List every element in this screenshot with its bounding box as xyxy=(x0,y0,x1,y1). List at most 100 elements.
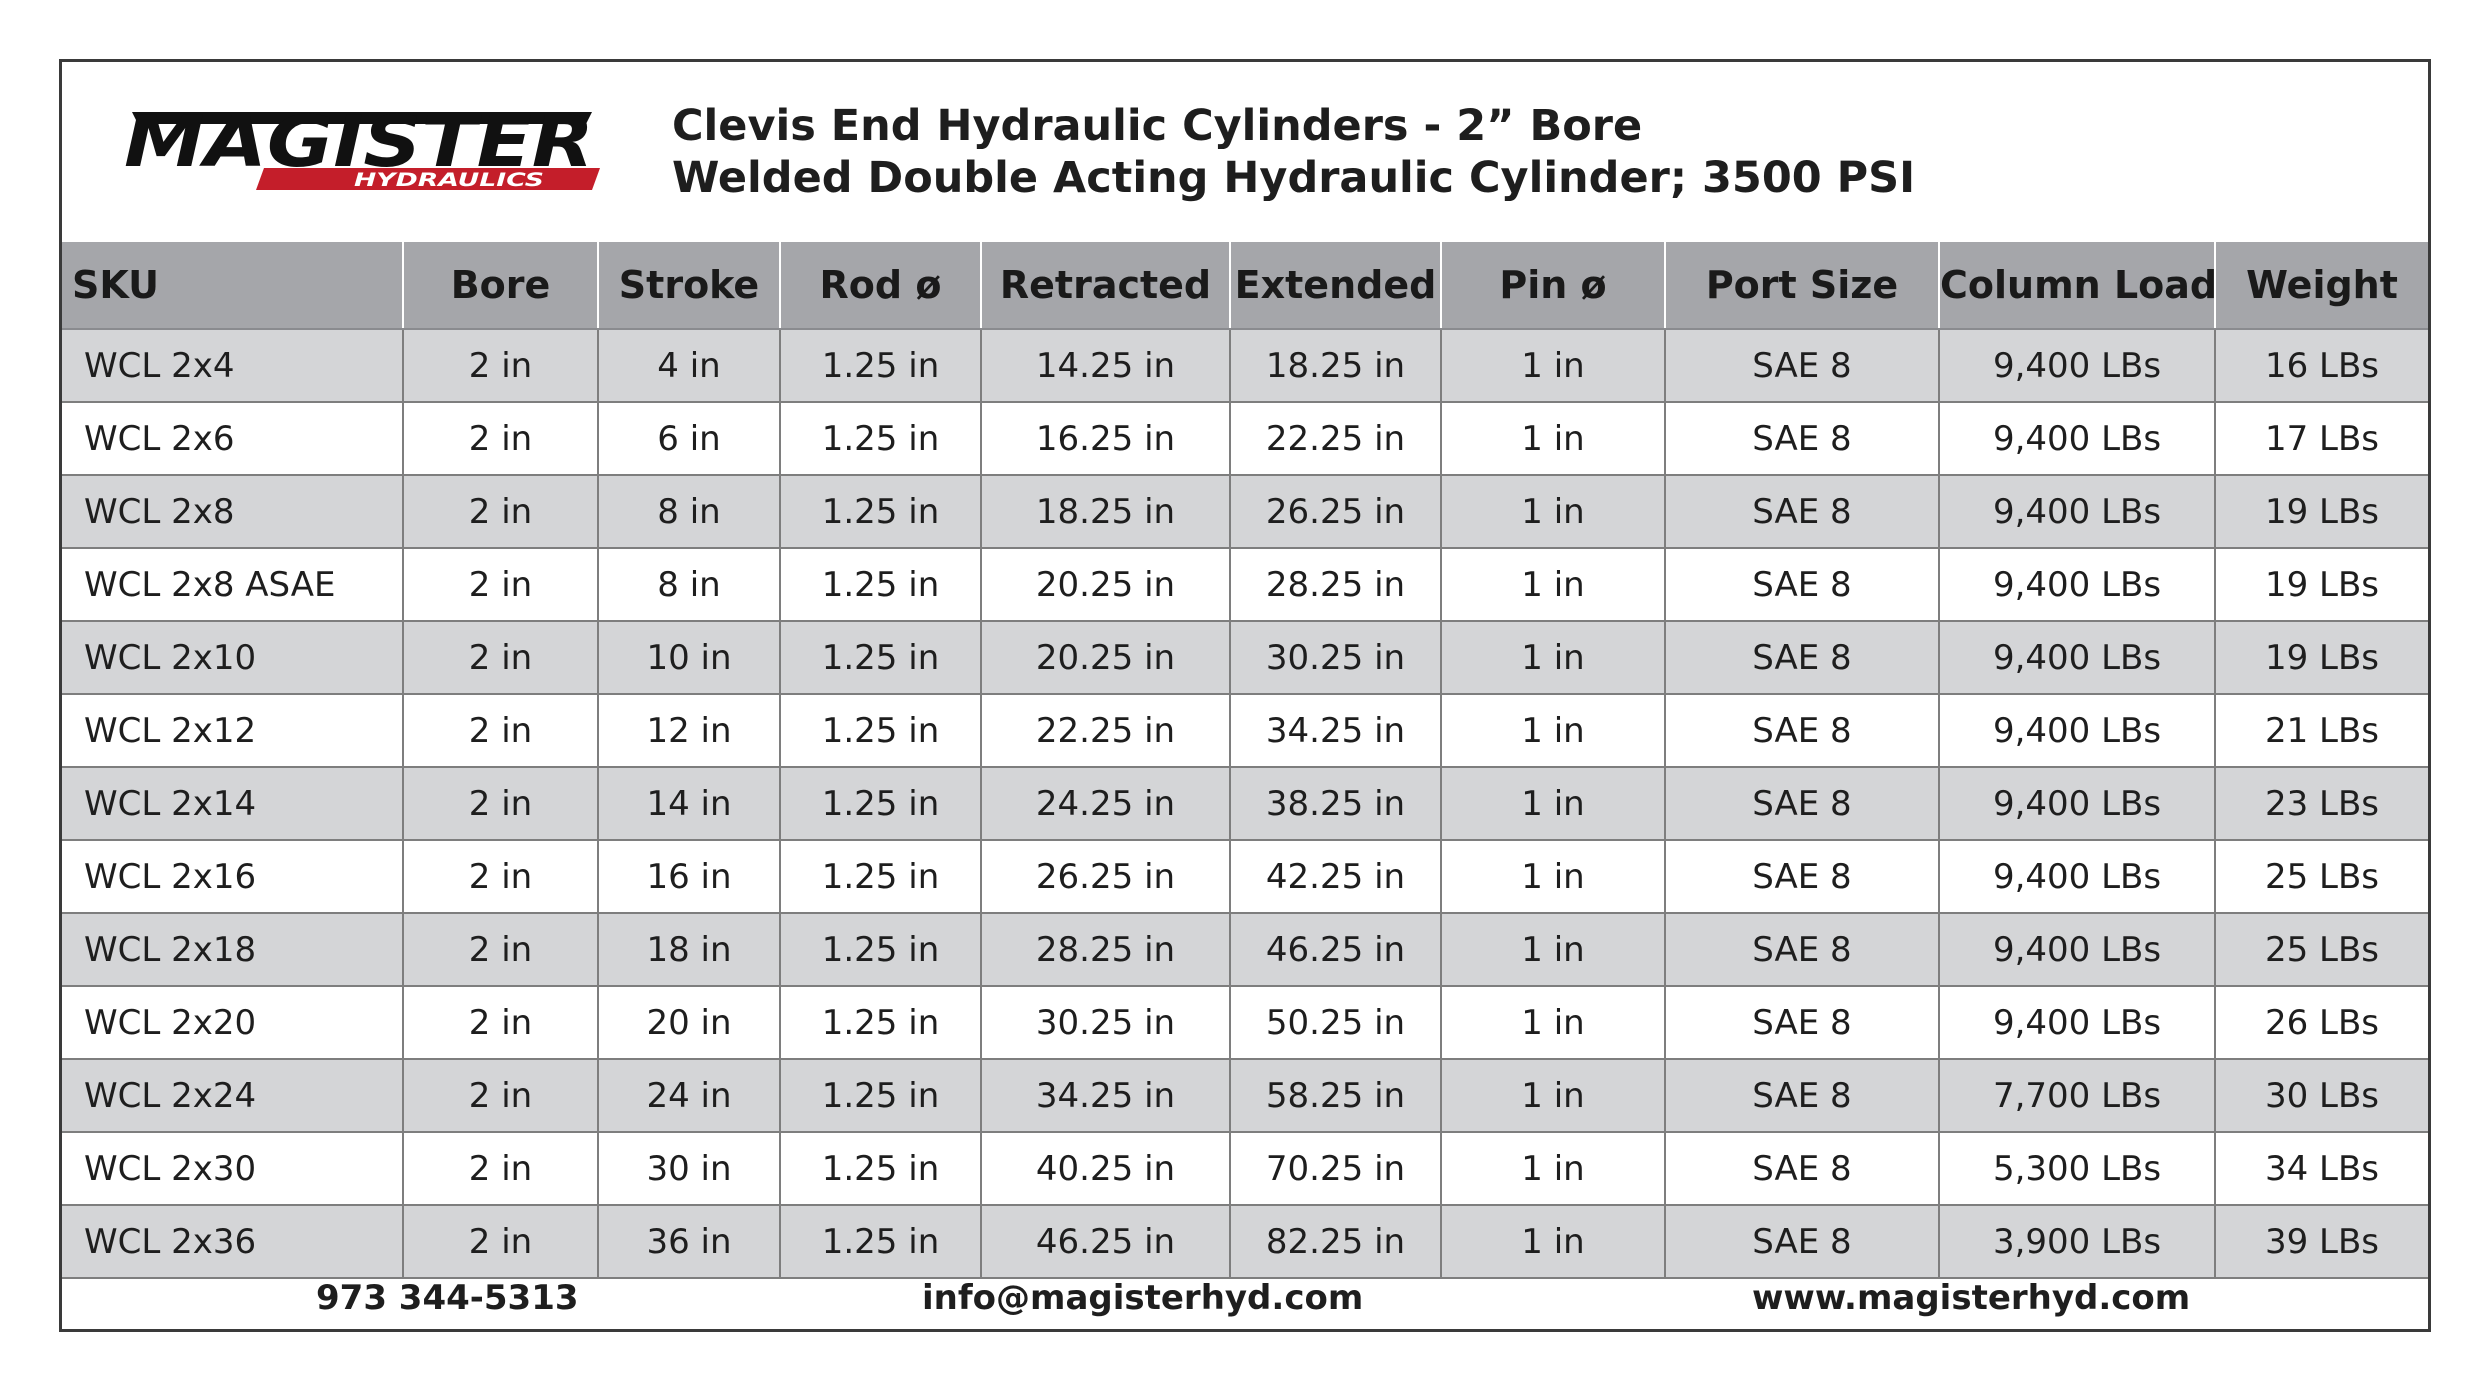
cylinder-spec-table: SKU Bore Stroke Rod ø Retracted Extended Pin ø… xyxy=(62,242,2428,1279)
table-cell: 22.25 in xyxy=(980,694,1230,768)
table-cell: SAE 8 xyxy=(1664,913,1939,987)
table-cell: 10 in xyxy=(597,621,780,695)
table-cell: 19 LBs xyxy=(2214,621,2428,695)
table-cell: 46.25 in xyxy=(980,1205,1230,1279)
table-cell: SAE 8 xyxy=(1664,329,1939,403)
column-header: Stroke xyxy=(597,242,780,330)
table-cell: SAE 8 xyxy=(1664,1132,1939,1206)
table-row: WCL 2x16 2 in 16 in 1.25 in 26.25 in 42.25 in… xyxy=(62,840,2428,914)
magister-logo: MAGISTER HYDRAULICS xyxy=(124,104,600,191)
table-cell: 2 in xyxy=(402,402,598,476)
table-cell: 1.25 in xyxy=(779,840,981,914)
table-cell: 25 LBs xyxy=(2214,913,2428,987)
table-cell: 4 in xyxy=(597,329,780,403)
table-cell: 1.25 in xyxy=(779,329,981,403)
table-cell: SAE 8 xyxy=(1664,840,1939,914)
table-cell: 1.25 in xyxy=(779,621,981,695)
table-cell: 20.25 in xyxy=(980,548,1230,622)
table-cell: 22.25 in xyxy=(1229,402,1441,476)
column-header: Extended xyxy=(1229,242,1441,330)
table-cell: WCL 2x8 xyxy=(62,475,403,549)
table-cell: 9,400 LBs xyxy=(1938,694,2215,768)
table-cell: 1 in xyxy=(1440,913,1665,987)
table-cell: WCL 2x12 xyxy=(62,694,403,768)
column-header: SKU xyxy=(62,242,403,330)
table-cell: 2 in xyxy=(402,913,598,987)
table-cell: 28.25 in xyxy=(980,913,1230,987)
table-cell: 9,400 LBs xyxy=(1938,913,2215,987)
column-header: Retracted xyxy=(980,242,1230,330)
email-address: info@magisterhyd.com xyxy=(922,1278,1364,1318)
table-cell: 58.25 in xyxy=(1229,1059,1441,1133)
table-row: WCL 2x8 2 in 8 in 1.25 in 18.25 in 26.25 in 1 … xyxy=(62,475,2428,549)
table-cell: 17 LBs xyxy=(2214,402,2428,476)
table-cell: 28.25 in xyxy=(1229,548,1441,622)
logo-subtext: HYDRAULICS xyxy=(354,169,544,191)
table-cell: 25 LBs xyxy=(2214,840,2428,914)
table-cell: 36 in xyxy=(597,1205,780,1279)
column-header: Column Load xyxy=(1938,242,2217,330)
table-cell: 1 in xyxy=(1440,402,1665,476)
table-cell: 9,400 LBs xyxy=(1938,548,2215,622)
table-header-row: SKU Bore Stroke Rod ø Retracted Extended Pin ø… xyxy=(62,242,2428,330)
table-cell: SAE 8 xyxy=(1664,1059,1939,1133)
table-cell: 8 in xyxy=(597,475,780,549)
table-cell: 30 in xyxy=(597,1132,780,1206)
table-cell: 1 in xyxy=(1440,986,1665,1060)
table-cell: 1.25 in xyxy=(779,548,981,622)
spec-sheet: MAGISTER HYDRAULICS Clevis End Hydraulic… xyxy=(59,59,2431,1332)
table-row: WCL 2x24 2 in 24 in 1.25 in 34.25 in 58.25 in… xyxy=(62,1059,2428,1133)
table-cell: 2 in xyxy=(402,548,598,622)
table-cell: 2 in xyxy=(402,329,598,403)
table-cell: 18.25 in xyxy=(980,475,1230,549)
table-cell: 1 in xyxy=(1440,840,1665,914)
table-cell: WCL 2x4 xyxy=(62,329,403,403)
page-title: Clevis End Hydraulic Cylinders - 2” Bore xyxy=(672,101,1643,151)
table-cell: 7,700 LBs xyxy=(1938,1059,2215,1133)
table-row: WCL 2x12 2 in 12 in 1.25 in 22.25 in 34.25 in… xyxy=(62,694,2428,768)
table-cell: WCL 2x10 xyxy=(62,621,403,695)
table-cell: 39 LBs xyxy=(2214,1205,2428,1279)
table-cell: 16 in xyxy=(597,840,780,914)
table-cell: 1.25 in xyxy=(779,913,981,987)
table-cell: 2 in xyxy=(402,1059,598,1133)
table-cell: 1 in xyxy=(1440,621,1665,695)
table-cell: WCL 2x18 xyxy=(62,913,403,987)
table-cell: SAE 8 xyxy=(1664,694,1939,768)
table-cell: SAE 8 xyxy=(1664,475,1939,549)
table-cell: 2 in xyxy=(402,986,598,1060)
column-header: Weight xyxy=(2214,242,2428,330)
table-cell: 1 in xyxy=(1440,548,1665,622)
table-cell: WCL 2x14 xyxy=(62,767,403,841)
table-cell: 1 in xyxy=(1440,1059,1665,1133)
table-cell: 1 in xyxy=(1440,329,1665,403)
table-cell: 24.25 in xyxy=(980,767,1230,841)
table-cell: 9,400 LBs xyxy=(1938,402,2215,476)
table-row: WCL 2x4 2 in 4 in 1.25 in 14.25 in 18.25 in 1 … xyxy=(62,329,2428,403)
table-cell: 20.25 in xyxy=(980,621,1230,695)
column-header: Rod ø xyxy=(779,242,981,330)
table-cell: 9,400 LBs xyxy=(1938,475,2215,549)
table-cell: WCL 2x8 ASAE xyxy=(62,548,403,622)
table-cell: 20 in xyxy=(597,986,780,1060)
table-cell: 1.25 in xyxy=(779,1205,981,1279)
table-cell: 18.25 in xyxy=(1229,329,1441,403)
table-cell: 16.25 in xyxy=(980,402,1230,476)
table-row: WCL 2x8 ASAE 2 in 8 in 1.25 in 20.25 in 28.25… xyxy=(62,548,2428,622)
sheet-footer: 973 344-5313 info@magisterhyd.com www.ma… xyxy=(62,1274,2428,1329)
table-cell: 34 LBs xyxy=(2214,1132,2428,1206)
table-cell: WCL 2x20 xyxy=(62,986,403,1060)
table-cell: 1.25 in xyxy=(779,1132,981,1206)
table-cell: 1 in xyxy=(1440,1205,1665,1279)
column-header: Port Size xyxy=(1664,242,1939,330)
table-cell: 1.25 in xyxy=(779,986,981,1060)
table-cell: 9,400 LBs xyxy=(1938,329,2215,403)
table-cell: 5,300 LBs xyxy=(1938,1132,2215,1206)
table-cell: 1 in xyxy=(1440,767,1665,841)
table-cell: 46.25 in xyxy=(1229,913,1441,987)
table-cell: 1.25 in xyxy=(779,1059,981,1133)
table-row: WCL 2x18 2 in 18 in 1.25 in 28.25 in 46.25 in… xyxy=(62,913,2428,987)
table-cell: 1.25 in xyxy=(779,767,981,841)
table-cell: 26.25 in xyxy=(980,840,1230,914)
column-header: Bore xyxy=(402,242,598,330)
